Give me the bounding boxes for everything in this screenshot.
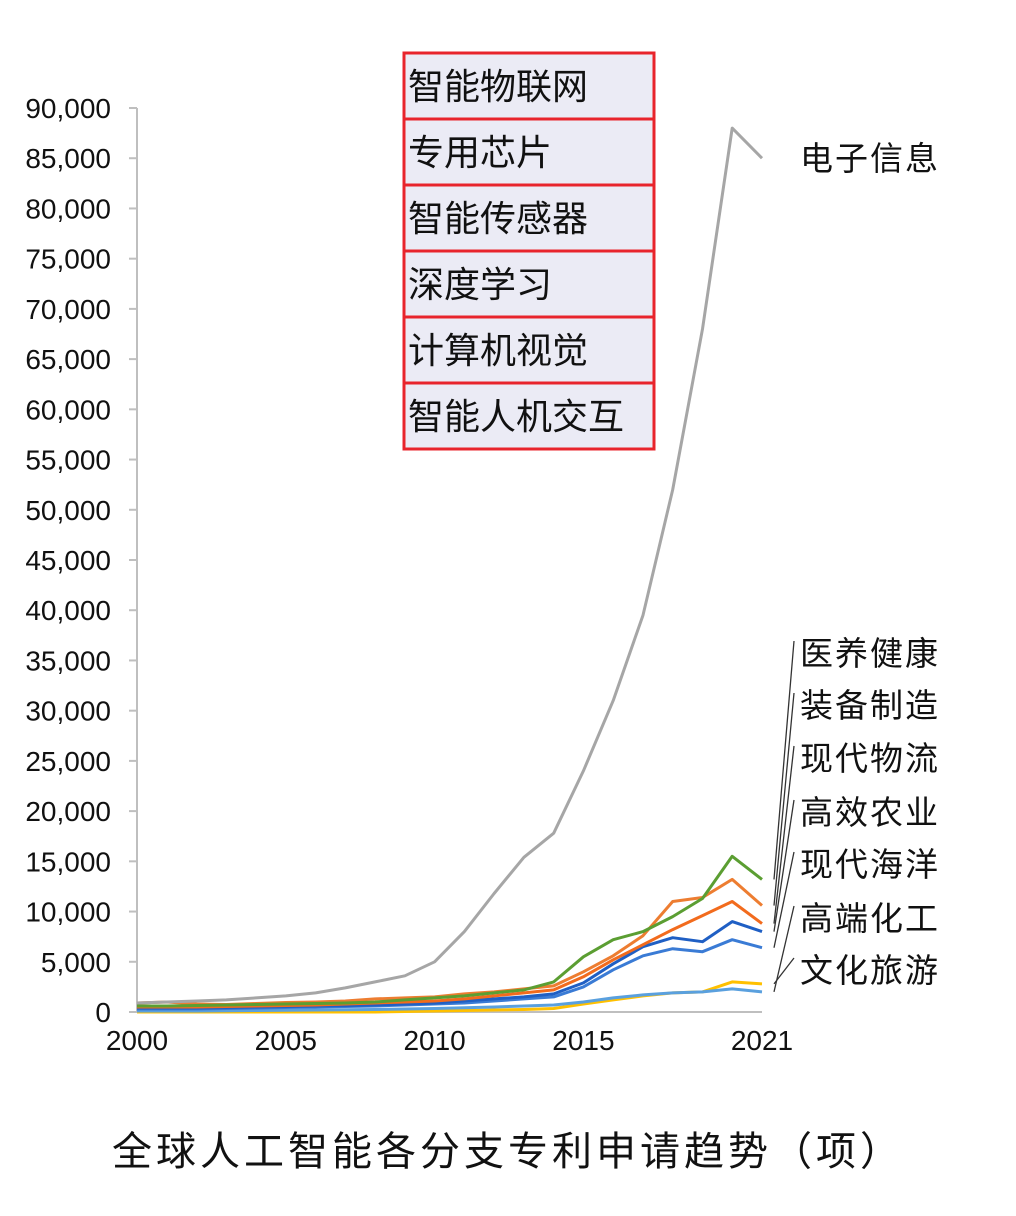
series-lines (136, 126, 764, 1014)
y-tick-label: 50,000 (25, 495, 111, 526)
x-tick-label: 2015 (552, 1025, 614, 1056)
chart-caption: 全球人工智能各分支专利申请趋势（项） (112, 1129, 904, 1175)
x-tick-label: 2000 (106, 1025, 168, 1056)
legend-box-cell (402, 249, 656, 319)
leader-lines (773, 640, 795, 993)
y-tick-label: 75,000 (25, 244, 111, 275)
series-label: 高效农业 (800, 793, 940, 832)
series-label: 高端化工 (800, 899, 940, 938)
leader-line (773, 745, 795, 924)
legend-box-item: 智能传感器 (408, 199, 588, 240)
leader-line (773, 905, 795, 993)
y-tick-label: 25,000 (25, 746, 111, 777)
leader-line (773, 692, 795, 906)
leader-line (773, 851, 795, 948)
series-line (137, 854, 763, 1008)
leader-line (773, 640, 795, 880)
y-tick-label: 60,000 (25, 394, 111, 425)
y-tick-label: 40,000 (25, 595, 111, 626)
y-tick-label: 80,000 (25, 193, 111, 224)
y-tick-label: 15,000 (25, 846, 111, 877)
legend-box-item: 计算机视觉 (408, 331, 588, 372)
y-tick-label: 45,000 (25, 545, 111, 576)
x-tick-label: 2010 (403, 1025, 465, 1056)
series-line (137, 987, 763, 1013)
y-tick-label: 55,000 (25, 445, 111, 476)
series-line (136, 877, 763, 1006)
series-label: 现代海洋 (800, 845, 940, 884)
y-tick-label: 30,000 (25, 696, 111, 727)
y-tick-label: 85,000 (25, 143, 111, 174)
series-label: 电子信息 (800, 139, 940, 178)
y-tick-label: 10,000 (25, 897, 111, 928)
legend-box-item: 智能物联网 (408, 67, 588, 108)
y-axis: 0 5,000 10,000 15,000 20,000 25,000 30,000 35,0… (25, 93, 137, 1028)
series-label: 现代物流 (800, 739, 940, 778)
leader-line (773, 799, 795, 932)
y-tick-label: 5,000 (41, 947, 111, 978)
legend-box-cell (402, 51, 656, 121)
y-tick-label: 35,000 (25, 645, 111, 676)
legend-box-item: 深度学习 (408, 265, 552, 306)
series-label: 文化旅游 (800, 951, 940, 990)
y-tick-label: 20,000 (25, 796, 111, 827)
legend-box-item: 智能人机交互 (408, 397, 624, 438)
series-line (136, 126, 764, 1005)
leader-line (773, 957, 795, 985)
y-tick-label: 70,000 (25, 294, 111, 325)
x-tick-label: 2021 (731, 1025, 793, 1056)
legend-box-cell (402, 381, 656, 451)
series-label: 医养健康 (800, 634, 940, 673)
legend-box-item: 专用芯片 (408, 133, 552, 174)
y-tick-label: 65,000 (25, 344, 111, 375)
x-axis: 2000 2005 2010 2015 2021 (106, 1025, 793, 1056)
y-tick-label: 90,000 (25, 93, 111, 124)
x-tick-label: 2005 (255, 1025, 317, 1056)
legend-box-cell (402, 315, 656, 385)
series-label: 装备制造 (800, 686, 940, 725)
legend-box-cell (402, 117, 656, 187)
y-tick-label: 0 (95, 997, 111, 1028)
